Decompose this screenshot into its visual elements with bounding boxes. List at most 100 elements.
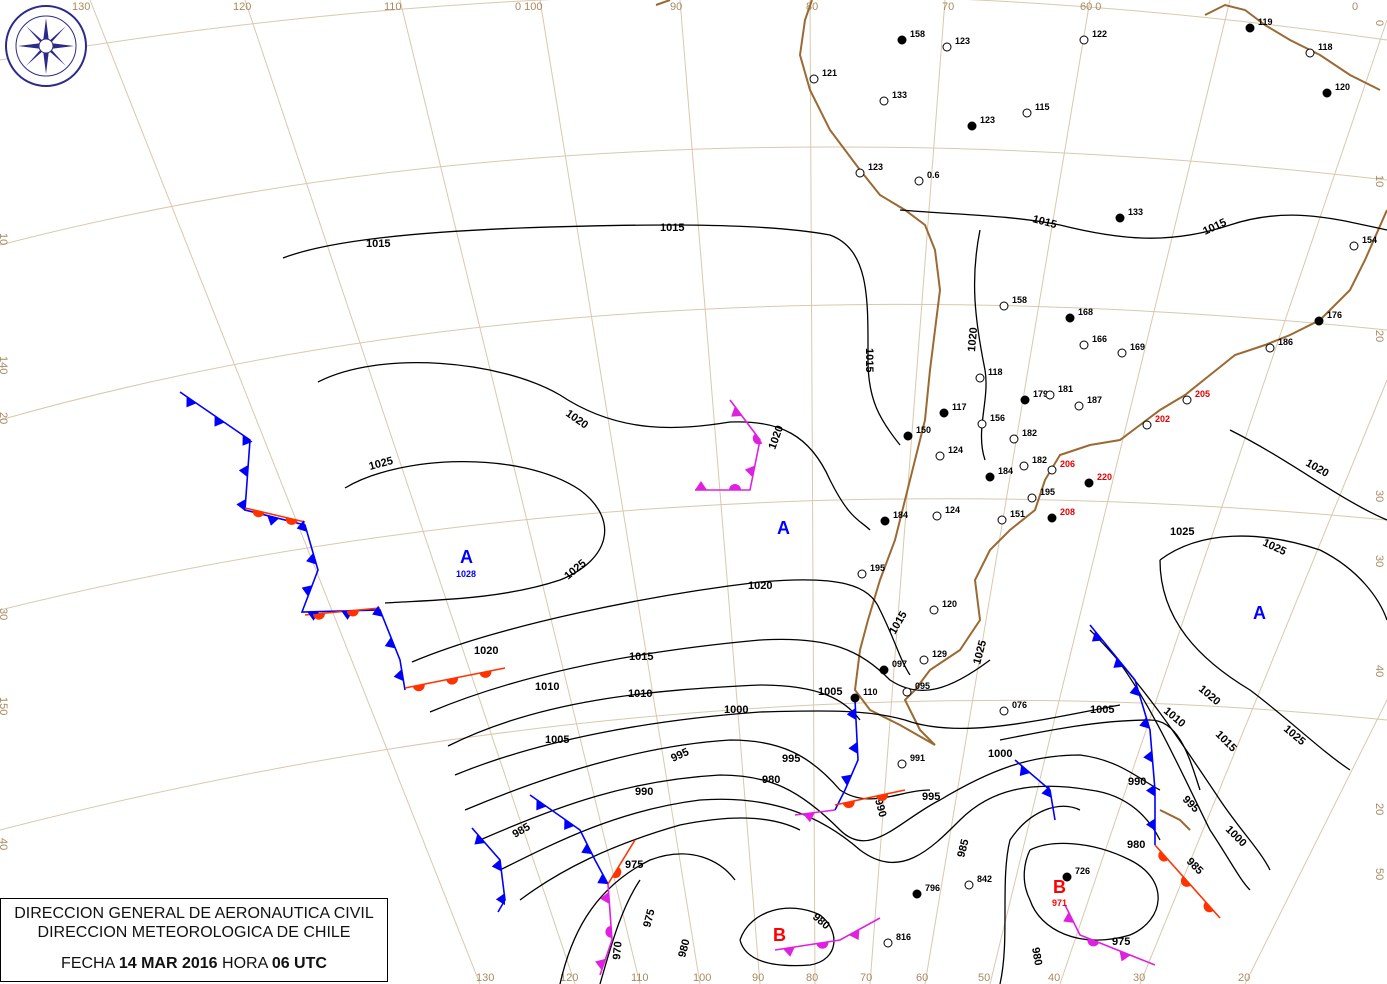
isobar-label: 1015 bbox=[366, 238, 390, 250]
station-pressure: 124 bbox=[945, 505, 960, 515]
lon-label: 90 bbox=[670, 1, 682, 13]
lat-label: 40 bbox=[0, 838, 9, 850]
station-circle-icon bbox=[1020, 395, 1030, 405]
station-pressure: 121 bbox=[822, 68, 837, 78]
station-pressure: 202 bbox=[1155, 414, 1170, 424]
station-pressure: 095 bbox=[915, 681, 930, 691]
isobar-label: 970 bbox=[611, 941, 625, 960]
high-pressure-center: A bbox=[460, 547, 473, 567]
station-pressure: 816 bbox=[896, 932, 911, 942]
isobar-label: 980 bbox=[676, 938, 692, 959]
station-pressure: 097 bbox=[892, 659, 907, 669]
lat-label: 150 bbox=[0, 697, 9, 715]
station-pressure: 110 bbox=[863, 687, 878, 697]
station-circle-icon bbox=[1314, 316, 1324, 326]
station-pressure: 195 bbox=[1040, 487, 1055, 497]
station-circle-icon bbox=[1062, 872, 1072, 882]
station-circle-icon bbox=[935, 451, 945, 461]
station-circle-icon bbox=[1245, 23, 1255, 33]
station-pressure: 205 bbox=[1195, 389, 1210, 399]
station-circle-icon bbox=[1047, 465, 1057, 475]
station-circle-icon bbox=[919, 655, 929, 665]
lat-label: 20 bbox=[1373, 803, 1385, 815]
lat-label: 0 bbox=[1373, 20, 1385, 26]
station-circle-icon bbox=[1182, 395, 1192, 405]
isobar-label: 995 bbox=[782, 753, 800, 765]
isobar-label: 985 bbox=[511, 821, 533, 841]
warm-front-semicircle bbox=[605, 925, 612, 938]
isobar-label: 1005 bbox=[545, 734, 569, 746]
cold-front-triangle bbox=[848, 929, 860, 941]
cold-front bbox=[529, 794, 609, 885]
station-pressure: 129 bbox=[932, 649, 947, 659]
station-pressure: 220 bbox=[1097, 472, 1112, 482]
station-circle-icon bbox=[880, 516, 890, 526]
station-circle-icon bbox=[1084, 478, 1094, 488]
lat-label: 10 bbox=[0, 233, 9, 245]
high-pressure-center: A bbox=[777, 518, 790, 538]
date-value: 14 MAR 2016 bbox=[118, 955, 218, 972]
cold-front bbox=[1089, 624, 1156, 845]
cold-front-triangle bbox=[242, 434, 253, 446]
isobar-label: 1025 bbox=[1281, 723, 1307, 748]
station-pressure: 156 bbox=[990, 413, 1005, 423]
cold-front-triangle bbox=[384, 637, 396, 649]
isobar-label: 1015 bbox=[1201, 216, 1228, 237]
cold-front-triangle bbox=[1146, 818, 1155, 831]
cold-front-triangle bbox=[306, 552, 317, 565]
station-circle-icon bbox=[809, 74, 819, 84]
cold-front-triangle bbox=[238, 465, 249, 478]
lon-label: 120 bbox=[560, 972, 578, 984]
warm-front-semicircle bbox=[446, 677, 459, 685]
station-pressure: 158 bbox=[910, 29, 925, 39]
station-circle-icon bbox=[929, 605, 939, 615]
lon-label: 110 bbox=[631, 972, 649, 984]
station-circle-icon bbox=[997, 515, 1007, 525]
occluded-front bbox=[774, 917, 881, 951]
station-circle-icon bbox=[1019, 461, 1029, 471]
station-pressure: 118 bbox=[988, 367, 1003, 377]
station-pressure: 206 bbox=[1060, 459, 1075, 469]
warm-front-semicircle bbox=[842, 800, 855, 809]
warm-front-semicircle bbox=[612, 866, 622, 879]
station-circle-icon bbox=[912, 889, 922, 899]
fronts bbox=[179, 391, 1221, 976]
lon-label: 130 bbox=[72, 1, 90, 13]
cold-front-triangle bbox=[846, 707, 856, 720]
station-circle-icon bbox=[1265, 343, 1275, 353]
isobar-label: 1020 bbox=[1304, 457, 1331, 480]
isobar-label: 990 bbox=[635, 786, 653, 798]
isobar-label: 990 bbox=[1128, 776, 1146, 788]
lon-label: 60 bbox=[916, 972, 928, 984]
station-circle-icon bbox=[897, 35, 907, 45]
isobar-label: 1015 bbox=[887, 609, 910, 636]
lat-label: 50 bbox=[1373, 868, 1385, 880]
isobars bbox=[282, 209, 1387, 984]
station-circle-icon bbox=[1022, 108, 1032, 118]
station-pressure: 168 bbox=[1078, 307, 1093, 317]
lon-label: 0 100 bbox=[515, 1, 543, 13]
station-pressure: 124 bbox=[948, 445, 963, 455]
lon-label: 60 0 bbox=[1080, 1, 1101, 13]
warm-front-semicircle bbox=[285, 517, 298, 525]
station-circle-icon bbox=[914, 176, 924, 186]
lon-label: 80 bbox=[806, 972, 818, 984]
cold-front-triangle bbox=[848, 741, 858, 754]
station-pressure: 151 bbox=[1010, 509, 1025, 519]
isobar-label: 975 bbox=[1112, 936, 1130, 948]
station-circle-icon bbox=[883, 938, 893, 948]
station-circle-icon bbox=[977, 419, 987, 429]
station-circle-icon bbox=[897, 759, 907, 769]
station-pressure: 166 bbox=[1092, 334, 1107, 344]
cold-front-triangle bbox=[372, 605, 383, 617]
isobar-label: 1025 bbox=[562, 557, 588, 582]
isobar-label: 990 bbox=[872, 798, 888, 819]
station-circle-icon bbox=[1349, 241, 1359, 251]
station-circle-icon bbox=[1117, 348, 1127, 358]
date-time: FECHA 14 MAR 2016 HORA 06 UTC bbox=[1, 954, 387, 973]
isobar-label: 1020 bbox=[1196, 683, 1222, 708]
isobar-label: 975 bbox=[641, 908, 657, 929]
station-circle-icon bbox=[1074, 401, 1084, 411]
